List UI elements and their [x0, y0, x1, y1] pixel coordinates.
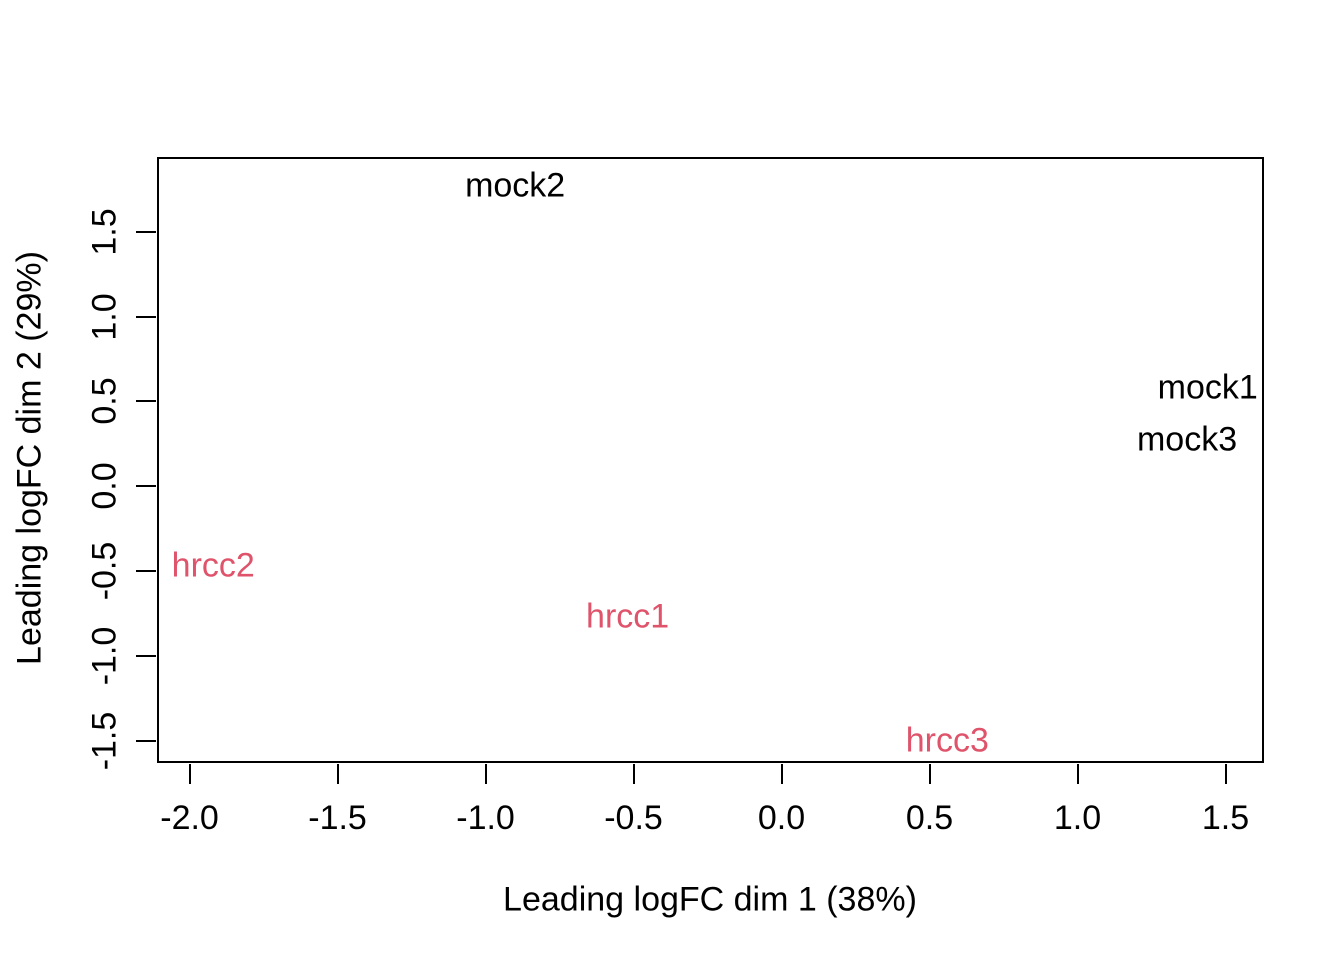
sample-label-hrcc1: hrcc1: [586, 597, 670, 636]
y-tick-label: -1.5: [85, 711, 124, 771]
x-tick-label: 0.0: [757, 799, 806, 837]
y-axis-title: Leading logFC dim 2 (29%): [10, 251, 49, 665]
x-tick-label: -1.5: [308, 799, 367, 837]
y-axis-tick: [136, 739, 156, 742]
y-tick-label: -1.0: [85, 626, 124, 686]
x-tick-label: 1.5: [1201, 799, 1250, 837]
sample-label-hrcc3: hrcc3: [905, 721, 989, 760]
x-axis-tick: [1076, 764, 1079, 784]
x-tick-label: 1.0: [1053, 799, 1102, 837]
sample-label-hrcc2: hrcc2: [171, 546, 255, 585]
y-axis-tick: [136, 570, 156, 573]
sample-label-mock3: mock3: [1136, 420, 1238, 459]
x-axis-tick: [1224, 764, 1227, 784]
sample-label-mock2: mock2: [465, 166, 566, 205]
y-tick-label: -0.5: [85, 541, 124, 601]
x-axis-title: Leading logFC dim 1 (38%): [503, 880, 917, 919]
y-tick-label: 0.0: [85, 462, 124, 510]
sample-label-mock1: mock1: [1157, 368, 1258, 407]
y-tick-label: 1.5: [85, 208, 124, 256]
x-axis-tick: [484, 764, 487, 784]
x-axis-tick: [928, 764, 931, 784]
x-axis-tick: [336, 764, 339, 784]
x-tick-label: 0.5: [905, 799, 954, 837]
y-tick-label: 1.0: [85, 292, 124, 341]
plot-box: [157, 157, 1264, 763]
y-axis-tick: [136, 315, 156, 318]
x-tick-label: -1.0: [456, 799, 515, 837]
x-axis-tick: [632, 764, 635, 784]
y-axis-tick: [136, 230, 156, 233]
y-axis-tick: [136, 485, 156, 488]
x-tick-label: -0.5: [604, 799, 663, 837]
y-axis-tick: [136, 655, 156, 658]
x-tick-label: -2.0: [160, 799, 219, 837]
x-axis-tick: [780, 764, 783, 784]
y-tick-label: 0.5: [85, 377, 124, 426]
x-axis-tick: [188, 764, 191, 784]
y-axis-tick: [136, 400, 156, 403]
